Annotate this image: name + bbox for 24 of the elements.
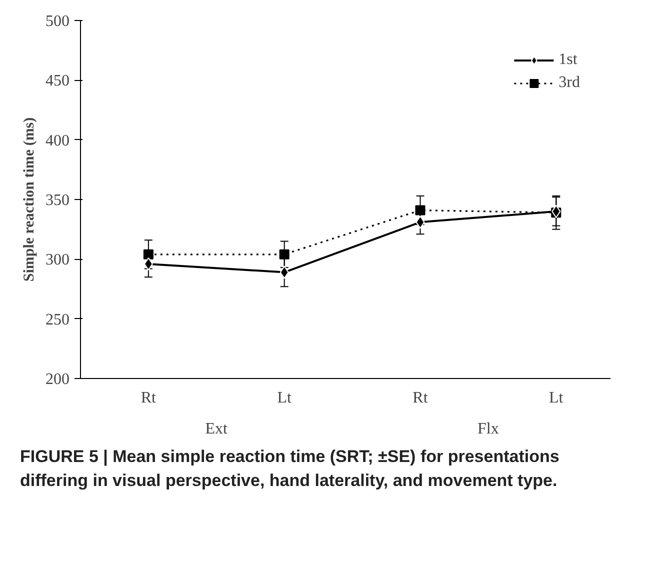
point [144, 257, 153, 270]
legend-label: 3rd [558, 74, 580, 92]
x-tick-label: Lt [549, 390, 564, 406]
y-tick-label: 400 [46, 132, 70, 150]
y-tick-label: 500 [46, 13, 70, 30]
x-tick-label: Rt [412, 390, 428, 406]
point [143, 249, 154, 260]
y-tick-label: 200 [46, 371, 70, 388]
y-tick-label: 250 [46, 311, 70, 328]
text: Ext [205, 420, 228, 438]
y-axis-title: Simple reaction time (ms) [22, 117, 38, 282]
y-tick-label: 350 [46, 192, 70, 209]
y-tick-label: 300 [46, 252, 70, 269]
point [280, 266, 289, 279]
text: Flx [478, 420, 499, 438]
legend-label: 1st [558, 51, 578, 69]
x-tick-label: Rt [140, 390, 157, 406]
y-tick-label: 450 [46, 72, 70, 90]
x-tick-label: Lt [277, 390, 292, 406]
point [415, 205, 426, 216]
caption: FIGURE 5 | Mean simple reaction time (SRT; ±SE) for presentations differing in visual perspective, hand laterality, and movement type. [20, 446, 560, 492]
point [552, 204, 561, 218]
point [416, 216, 425, 229]
point [279, 249, 290, 260]
